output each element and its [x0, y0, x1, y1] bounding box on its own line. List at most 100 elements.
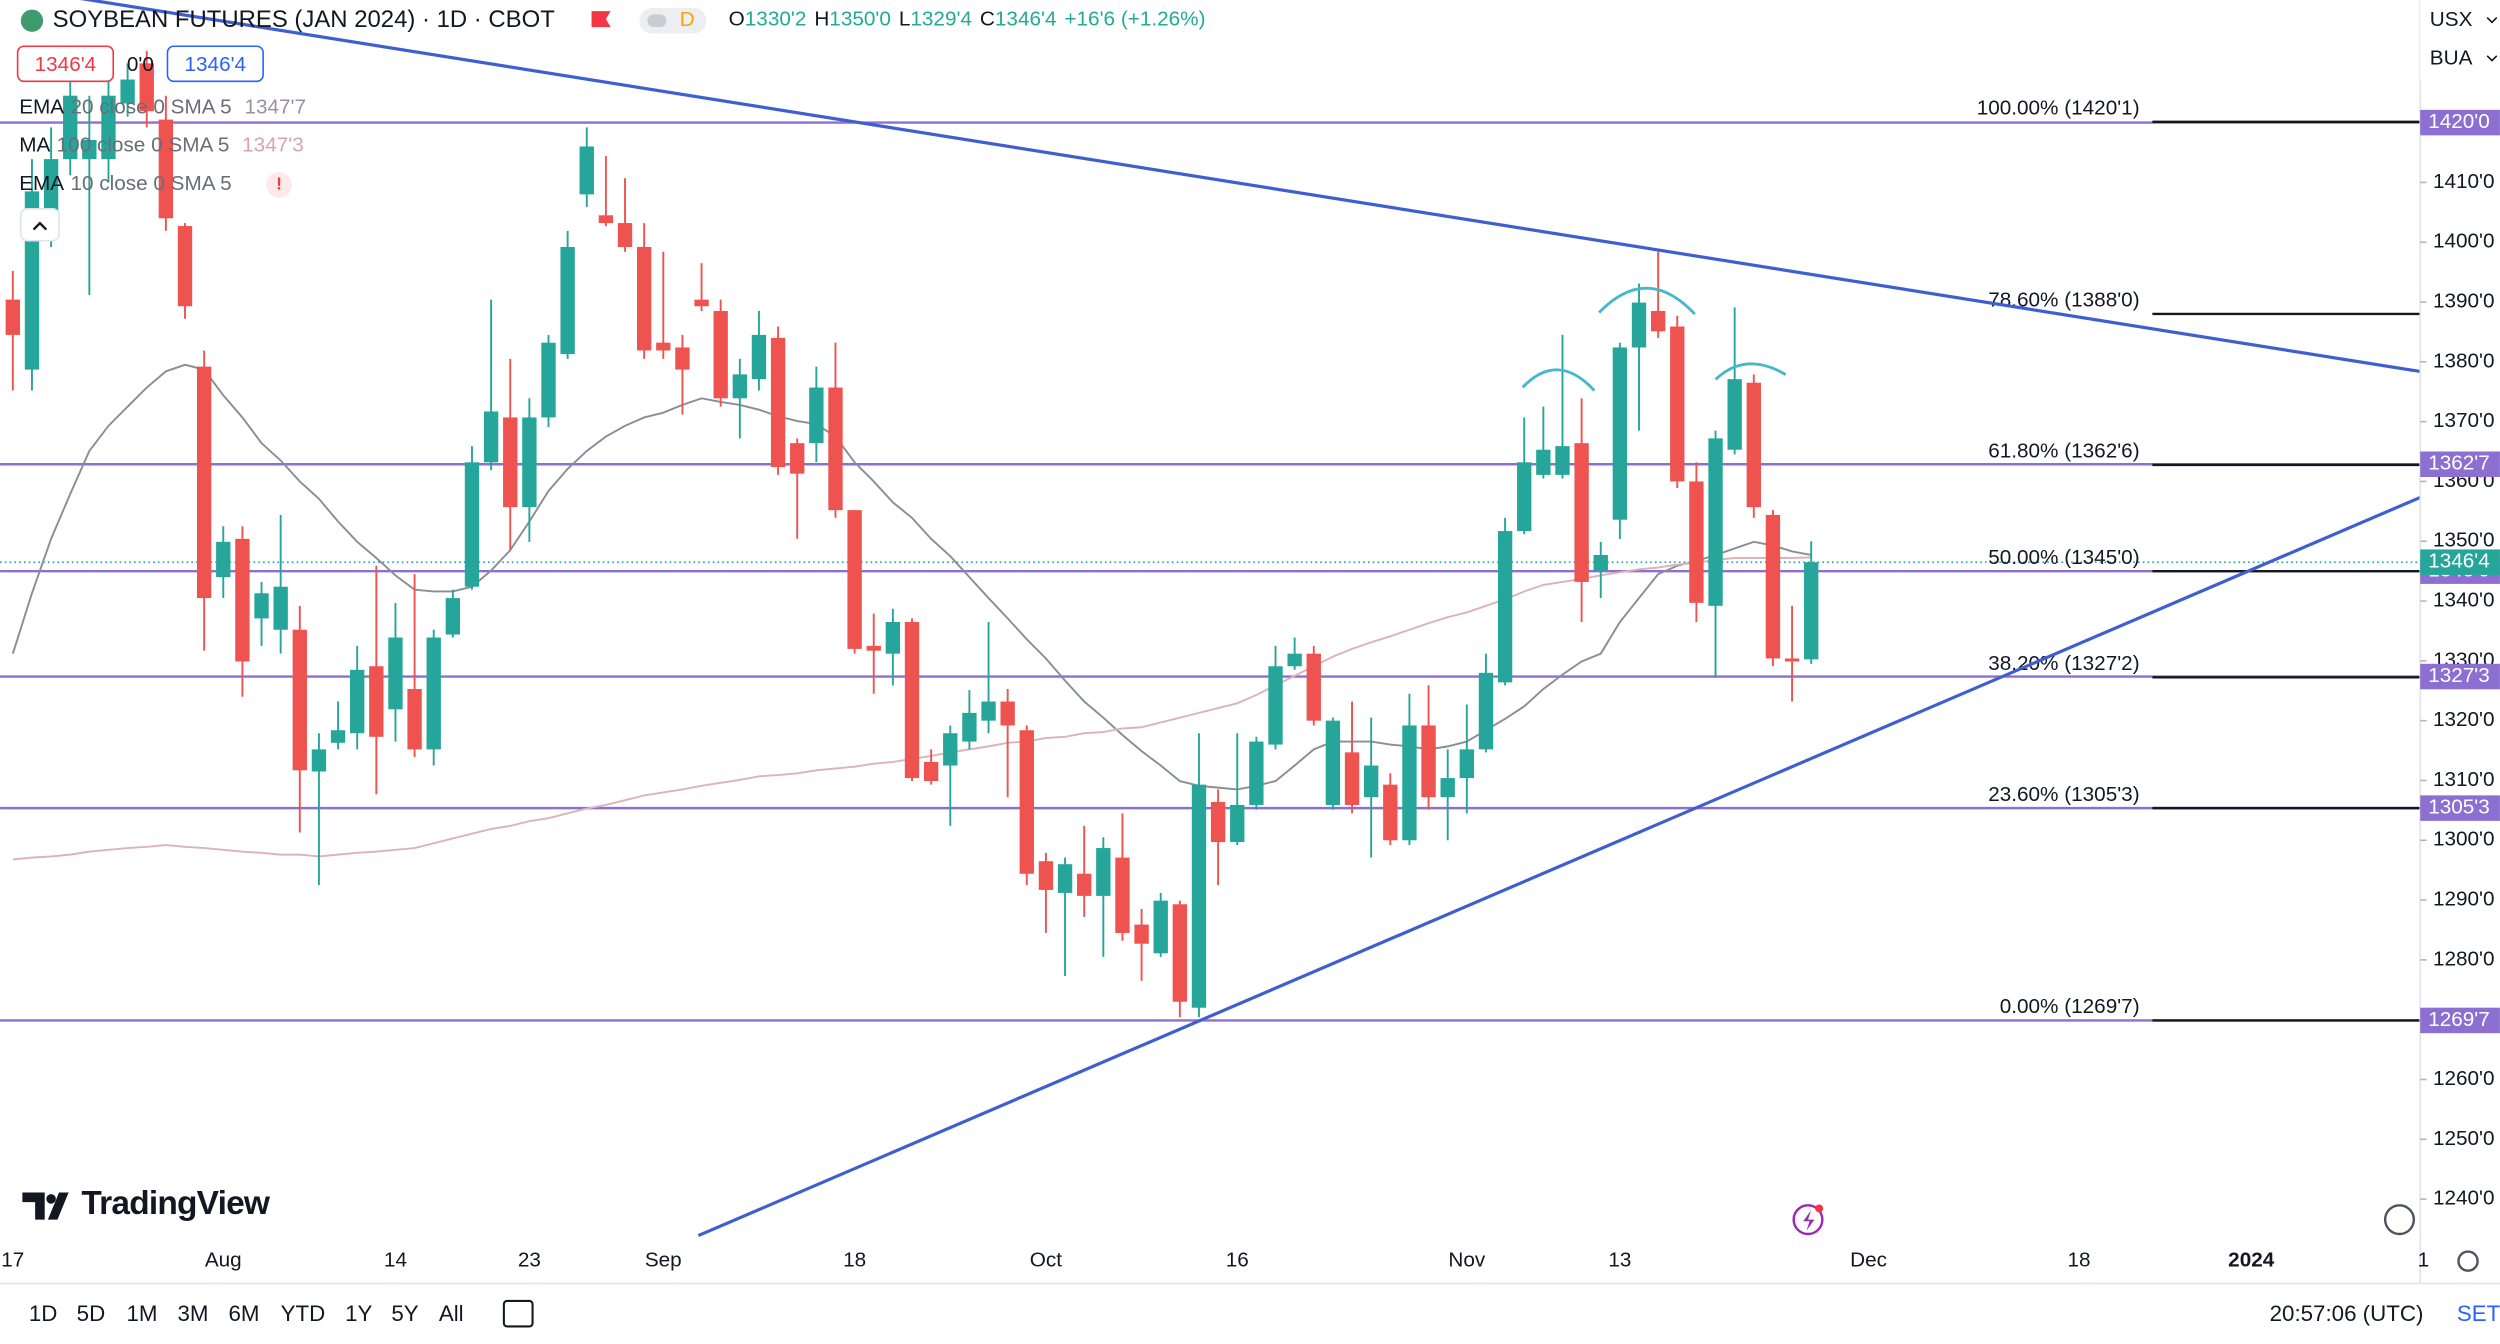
range-button[interactable]: 5D [77, 1301, 106, 1326]
x-tick-label: 17 [1, 1249, 24, 1272]
candle-body [177, 226, 193, 307]
ohlc-key: O [729, 8, 745, 31]
candle-body [770, 337, 786, 468]
settings-icon[interactable] [2457, 1250, 2479, 1272]
x-tick-label: 16 [1226, 1249, 1249, 1272]
ohlc-value: 1350'0 [829, 8, 891, 31]
chevron [2486, 55, 2498, 62]
logo-icon [22, 1192, 69, 1220]
price-box-label: 1269'7 [2428, 1008, 2490, 1031]
candle-body [1440, 778, 1455, 798]
range-button[interactable]: All [439, 1301, 464, 1326]
ohlc-value: 1346'4 [995, 8, 1057, 31]
replay-icon[interactable] [2383, 1204, 2416, 1236]
price-box [2420, 1007, 2500, 1034]
flag-icon[interactable] [591, 11, 611, 28]
range-button[interactable]: 5Y [391, 1301, 418, 1326]
symbol-logo [20, 9, 44, 32]
chip-label[interactable]: 1346'4 [185, 53, 247, 76]
compare-icon[interactable] [502, 1299, 534, 1328]
price-lines [0, 121, 2421, 1022]
legend-entry[interactable]: EMA 20 close 0 SMA 5 1347'7 [19, 96, 306, 119]
legend-entry[interactable]: EMA 10 close 0 SMA 5 [19, 172, 232, 195]
candle-body [82, 139, 97, 160]
ohlc-value: 1329'4 [910, 8, 972, 31]
candle-body [273, 586, 288, 630]
candle-body [1363, 765, 1379, 798]
candle-body [1287, 653, 1302, 667]
candle-body [1689, 481, 1704, 603]
candle-body [732, 374, 747, 399]
candle-body [1325, 720, 1341, 805]
warning-bg [266, 172, 292, 198]
candle-body [1421, 725, 1436, 798]
price-box-label: 1327'3 [2428, 664, 2490, 687]
candle-body [847, 510, 862, 649]
price-box [2420, 663, 2500, 690]
fib-label: 61.80% (1362'6) [1988, 440, 2139, 463]
symbol-title[interactable]: SOYBEAN FUTURES (JAN 2024) · 1D · CBOT [53, 6, 556, 33]
y-tick-label: 1340'0 [2433, 589, 2495, 612]
ohlc-key: C [980, 8, 995, 31]
chip-label[interactable]: 1346'4 [35, 53, 97, 76]
candle-body [617, 223, 633, 247]
y-tick-label: 1390'0 [2433, 289, 2495, 312]
x-tick-label: Sep [645, 1249, 682, 1272]
candle-body [330, 730, 346, 743]
candle-body [636, 246, 652, 351]
price-box-label: 1305'3 [2428, 796, 2490, 819]
range-button[interactable]: 1Y [345, 1301, 372, 1326]
candle-body [1096, 848, 1111, 896]
price-box [2420, 109, 2500, 136]
x-tick-label: 18 [843, 1249, 866, 1272]
candle-body [1727, 379, 1742, 450]
candle-body [350, 669, 365, 734]
x-tick-label: 14 [384, 1249, 407, 1272]
x-tick-label: 1 [2418, 1249, 2430, 1272]
range-button[interactable]: 6M [228, 1301, 259, 1326]
candle-body [426, 637, 441, 750]
legend-value: 1347'3 [242, 134, 304, 157]
candle-body [216, 541, 231, 578]
fib-levels: 100.00% (1420'1) 78.60% (1388'0) 61.80% (1… [1977, 97, 2421, 1022]
chip[interactable] [16, 45, 115, 83]
candle-body [1746, 382, 1761, 508]
range-button[interactable]: 1D [29, 1301, 58, 1326]
fib-label: 100.00% (1420'1) [1977, 97, 2140, 120]
y-tick-label: 1370'0 [2433, 409, 2495, 432]
candle-body [1459, 749, 1474, 779]
candle-body [1172, 904, 1188, 1002]
currency[interactable]: USX [2430, 8, 2473, 31]
candle-body [1191, 784, 1207, 1008]
trend-line[interactable] [697, 495, 2421, 1238]
price-box-label: 1420'0 [2428, 110, 2490, 133]
candle-body [311, 749, 327, 772]
legend-entry[interactable]: MA 100 close 0 SMA 5 1347'3 [19, 134, 304, 157]
candle-body [369, 666, 384, 737]
candle-body [43, 159, 59, 224]
unit[interactable]: BUA [2430, 46, 2473, 69]
x-tick-label: 23 [518, 1249, 541, 1272]
candle-body [1650, 310, 1666, 332]
range-button[interactable]: 1M [126, 1301, 157, 1326]
x-tick-label: 2024 [2228, 1249, 2275, 1272]
range-button[interactable]: 3M [177, 1301, 208, 1326]
candle-body [1268, 666, 1283, 745]
event-icon[interactable] [1792, 1204, 1824, 1236]
range-button[interactable]: YTD [281, 1301, 326, 1326]
pattern-arc[interactable] [1598, 286, 1696, 316]
logo-text: TradingView [81, 1185, 271, 1222]
clock: 20:57:06 (UTC) [2270, 1301, 2424, 1326]
settlement[interactable]: SET [2457, 1301, 2500, 1326]
trend-line[interactable] [0, 0, 2421, 374]
chip[interactable] [166, 45, 264, 83]
candle-body [522, 417, 537, 508]
price-box [2420, 795, 2500, 821]
pattern-arc[interactable] [1521, 368, 1596, 392]
candle-body [1536, 449, 1551, 475]
pattern-arc[interactable] [1714, 362, 1787, 381]
price-box-label: 1346'4 [2428, 550, 2490, 573]
legend-args: 10 close 0 SMA 5 [70, 172, 231, 195]
